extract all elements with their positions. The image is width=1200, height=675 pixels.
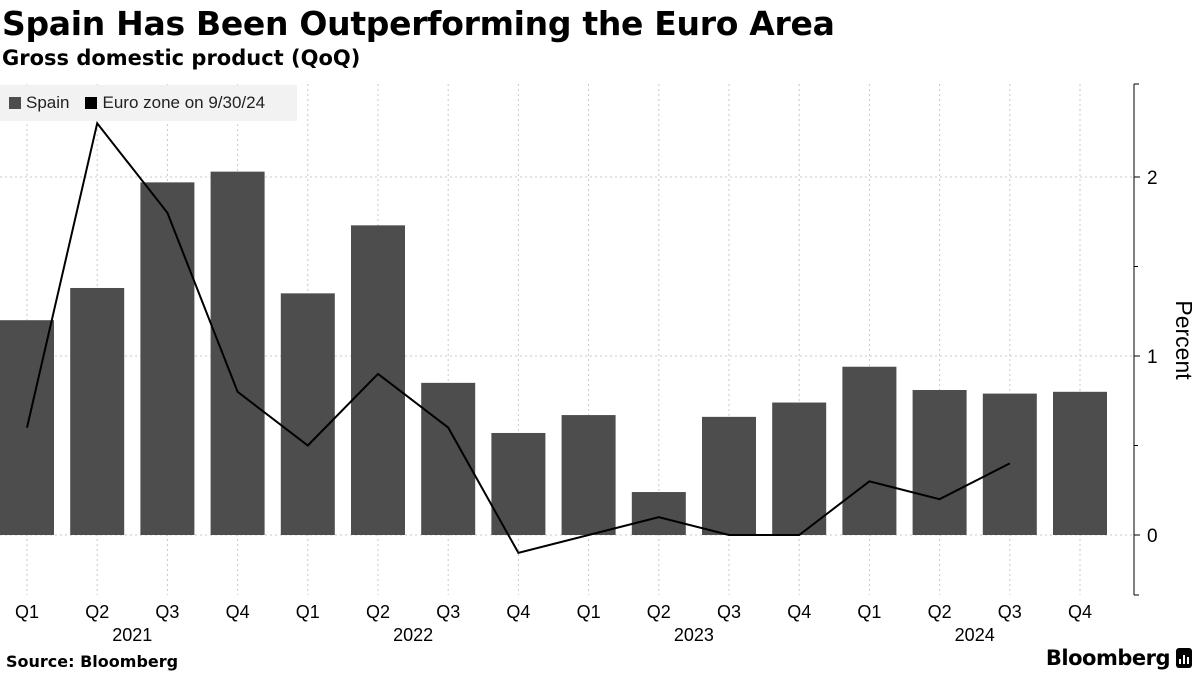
x-year-label: 2022 [393,625,433,645]
bar-spain [140,182,195,535]
x-tick-label: Q1 [15,602,39,622]
x-tick-label: Q3 [717,602,741,622]
bar-spain [351,225,405,535]
bar-spain [561,415,616,535]
x-tick-label: Q3 [155,602,179,622]
x-tick-label: Q4 [1068,602,1092,622]
bar-spain [210,171,265,535]
bar-spain [912,390,967,535]
chart-title: Spain Has Been Outperforming the Euro Ar… [2,4,835,43]
chart-legend: Spain Euro zone on 9/30/24 [0,85,297,121]
x-tick-label: Q4 [226,602,250,622]
source-note: Source: Bloomberg [6,652,179,671]
x-tick-label: Q3 [998,602,1022,622]
bar-spain [631,492,686,535]
x-tick-label: Q4 [506,602,530,622]
bloomberg-icon [1176,648,1192,668]
brand-name: Bloomberg [1045,646,1171,670]
bar-spain [702,416,756,535]
x-tick-label: Q1 [857,602,881,622]
bar-spain [280,293,335,535]
bar-spain [1053,391,1107,535]
bar-spain [491,432,546,535]
x-tick-label: Q2 [85,602,109,622]
legend-label-spain: Spain [26,93,70,112]
x-tick-label: Q4 [787,602,811,622]
x-tick-label: Q2 [647,602,671,622]
legend-swatch-spain [9,97,21,109]
legend-item-euro-zone: Euro zone on 9/30/24 [85,93,265,113]
bar-spain [842,366,897,535]
bar-spain [421,382,476,535]
y-tick-label: 2 [1147,168,1158,189]
bar-spain [70,287,125,535]
line-euro-zone [26,121,1011,555]
chart-subtitle: Gross domestic product (QoQ) [2,46,361,70]
y-tick-label: 0 [1147,526,1158,547]
x-tick-label: Q1 [296,602,320,622]
x-tick-label: Q1 [577,602,601,622]
legend-label-euro-zone: Euro zone on 9/30/24 [102,93,266,112]
legend-swatch-euro-zone [85,97,98,109]
x-tick-label: Q3 [436,602,460,622]
x-year-label: 2024 [955,625,995,645]
x-tick-label: Q2 [366,602,390,622]
y-tick-label: 1 [1147,347,1158,368]
x-year-label: 2023 [674,625,714,645]
brand-logo: Bloomberg [1046,646,1192,670]
x-tick-label: Q2 [928,602,952,622]
bar-spain [772,402,827,535]
legend-item-spain: Spain [9,93,69,113]
x-year-label: 2021 [112,625,152,645]
y-axis-label: Percent [1171,300,1197,380]
